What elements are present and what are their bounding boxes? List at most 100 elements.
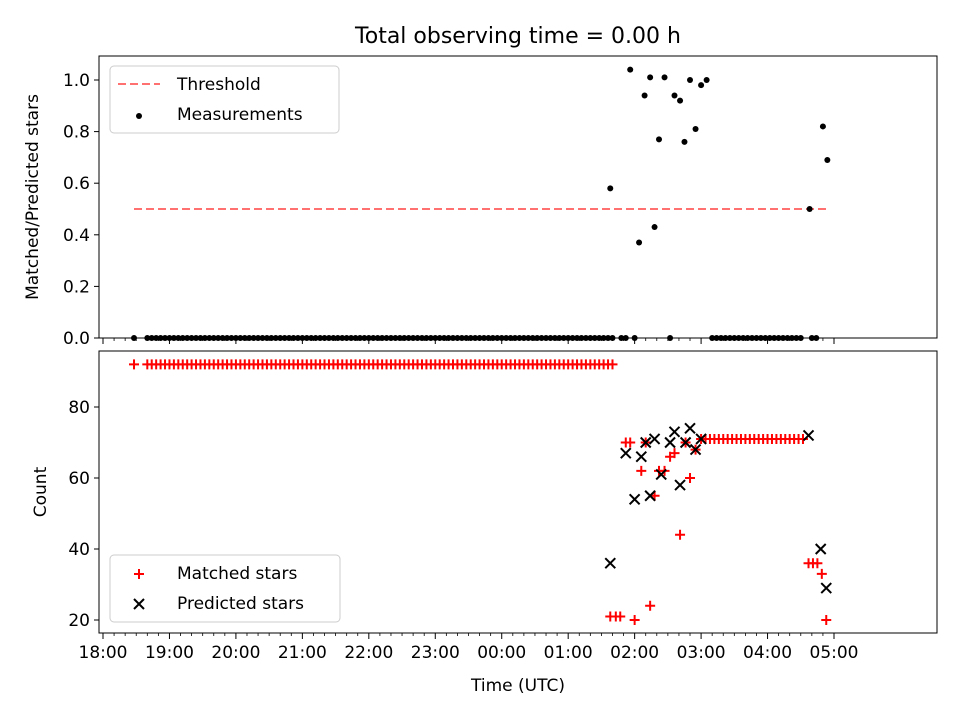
measurement-point xyxy=(246,335,253,341)
bottom-ytick-label: 80 xyxy=(68,398,90,418)
measurement-point xyxy=(525,335,532,341)
bottom-xtick-label: 20:00 xyxy=(211,643,260,663)
measurement-point xyxy=(806,206,813,212)
measurement-point xyxy=(339,335,346,341)
matched-star-point xyxy=(607,359,618,370)
bottom-xtick-label: 21:00 xyxy=(278,643,327,663)
measurement-point xyxy=(808,335,815,341)
measurement-point xyxy=(299,335,306,341)
measurement-point xyxy=(286,335,293,341)
measurement-point xyxy=(361,335,368,341)
matched-star-point xyxy=(629,615,640,625)
measurement-point xyxy=(241,335,248,341)
top-y-axis-label: Matched/Predicted stars xyxy=(23,94,43,300)
bottom-xtick-label: 05:00 xyxy=(810,643,859,663)
measurement-point xyxy=(432,335,439,341)
measurement-point xyxy=(179,335,186,341)
bottom-xtick-label: 19:00 xyxy=(145,643,194,663)
measurement-point xyxy=(735,335,742,341)
measurement-point xyxy=(788,335,795,341)
measurement-point xyxy=(232,335,239,341)
measurement-point xyxy=(507,335,514,341)
bottom-ytick-label: 40 xyxy=(68,540,90,560)
measurement-point xyxy=(131,335,138,341)
measurement-point xyxy=(219,335,226,341)
measurement-point xyxy=(414,335,421,341)
measurement-point xyxy=(520,335,527,341)
measurement-point xyxy=(784,335,791,341)
bottom-xtick-label: 04:00 xyxy=(743,643,792,663)
measurement-point xyxy=(206,335,213,341)
top-ytick-label: 0.0 xyxy=(63,329,90,349)
measurement-point xyxy=(529,335,536,341)
measurement-point xyxy=(379,335,386,341)
measurement-point xyxy=(153,335,160,341)
measurement-point xyxy=(718,335,725,341)
top-panel: 0.0 0.2 0.4 0.6 0.8 1.0 Matched/Predicted star… xyxy=(23,55,938,349)
measurement-point xyxy=(272,335,279,341)
measurement-point xyxy=(277,335,284,341)
measurement-point xyxy=(374,335,381,341)
measurement-point xyxy=(538,335,545,341)
measurement-point xyxy=(591,335,598,341)
matched-star-point xyxy=(816,568,827,579)
measurement-point xyxy=(312,335,319,341)
bottom-y-axis-label: Count xyxy=(31,466,51,517)
legend-matched-label: Matched stars xyxy=(177,564,297,584)
measurement-point xyxy=(401,335,408,341)
measurement-point xyxy=(636,239,643,246)
measurement-point xyxy=(489,335,496,341)
measurement-point xyxy=(188,335,195,341)
predicted-star-point xyxy=(628,493,641,506)
measurement-point xyxy=(503,335,510,341)
measurement-point xyxy=(418,335,425,341)
measurement-point xyxy=(692,126,699,133)
measurement-point xyxy=(667,335,674,341)
measurement-point xyxy=(330,335,337,341)
measurement-point xyxy=(472,335,479,341)
measurement-point xyxy=(343,335,350,341)
measurement-point xyxy=(321,335,328,341)
measurement-point xyxy=(780,335,787,341)
measurement-point xyxy=(709,335,716,341)
measurement-point xyxy=(762,335,769,341)
measurement-point xyxy=(677,97,684,104)
measurement-point xyxy=(766,335,773,341)
measurement-point xyxy=(618,335,625,341)
measurement-point xyxy=(162,335,169,341)
measurement-point xyxy=(193,335,200,341)
predicted-star-point xyxy=(689,443,702,456)
bottom-xtick-label: 03:00 xyxy=(677,643,726,663)
predicted-star-point xyxy=(684,422,696,435)
measurement-point xyxy=(281,335,288,341)
measurement-point xyxy=(334,335,341,341)
measurement-point xyxy=(228,335,235,341)
measurement-point xyxy=(771,335,778,341)
measurement-point xyxy=(744,335,751,341)
measurement-point xyxy=(441,335,448,341)
predicted-star-point xyxy=(664,436,676,449)
measurement-point xyxy=(197,335,204,341)
measurement-point xyxy=(578,335,585,341)
measurement-point xyxy=(427,335,434,341)
measurement-point xyxy=(481,335,488,341)
measurement-point xyxy=(551,335,558,341)
matched-star-point xyxy=(636,465,647,476)
measurement-point xyxy=(740,335,747,341)
bottom-legend: Matched stars Predicted stars xyxy=(109,554,341,623)
measurement-point xyxy=(607,185,614,192)
bottom-x-axis-label: Time (UTC) xyxy=(470,676,565,696)
measurement-point xyxy=(651,224,658,231)
top-ytick-label: 0.4 xyxy=(63,226,90,246)
predicted-star-point xyxy=(644,490,656,502)
bottom-xtick-label: 22:00 xyxy=(344,643,393,663)
measurement-point xyxy=(392,335,399,341)
measurement-point xyxy=(294,335,301,341)
measurement-point xyxy=(210,335,217,341)
measurement-point xyxy=(587,335,594,341)
measurement-point xyxy=(600,335,607,341)
measurement-point xyxy=(237,335,244,341)
measurement-point xyxy=(609,335,616,341)
measurement-point xyxy=(476,335,483,341)
predicted-star-point xyxy=(820,582,832,594)
